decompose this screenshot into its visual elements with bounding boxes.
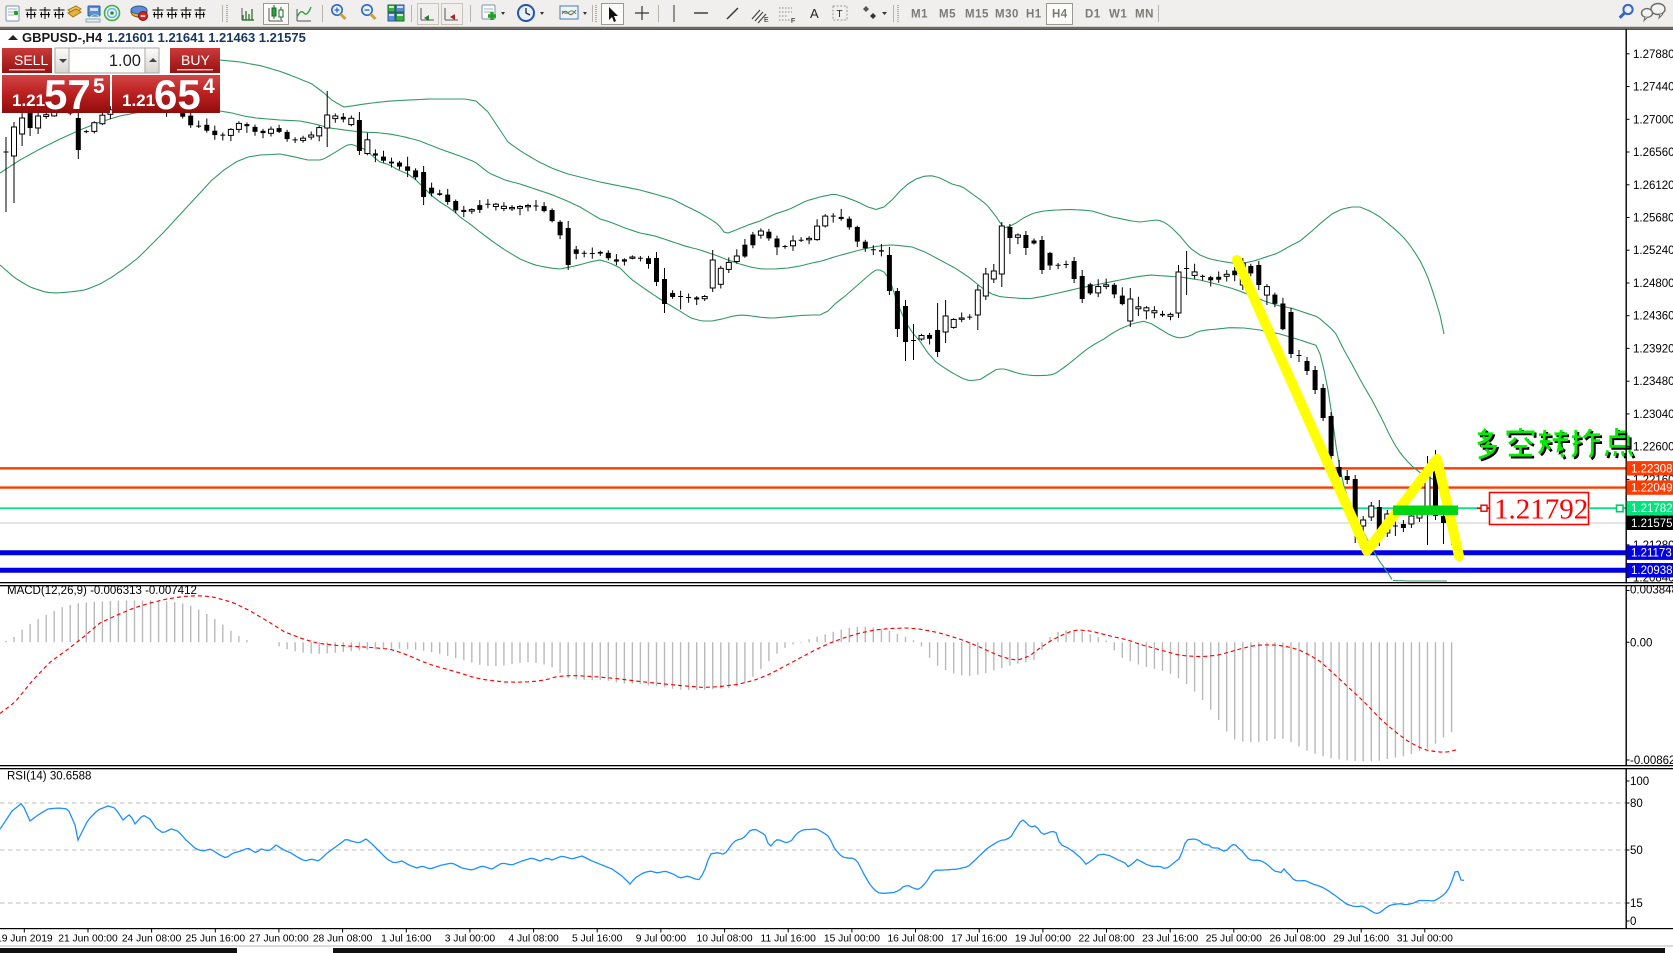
svg-text:4 Jul 08:00: 4 Jul 08:00 bbox=[508, 933, 559, 944]
svg-text:1.21: 1.21 bbox=[122, 91, 155, 110]
svg-text:1.21782: 1.21782 bbox=[1631, 503, 1673, 515]
svg-text:1.21: 1.21 bbox=[12, 91, 45, 110]
svg-text:31 Jul 00:00: 31 Jul 00:00 bbox=[1397, 933, 1453, 944]
svg-text:1.21575: 1.21575 bbox=[1631, 518, 1673, 530]
svg-text:0: 0 bbox=[1630, 916, 1636, 928]
svg-text:28 Jun 08:00: 28 Jun 08:00 bbox=[313, 933, 373, 944]
svg-text:1 Jul 16:00: 1 Jul 16:00 bbox=[381, 933, 432, 944]
svg-text:16 Jul 08:00: 16 Jul 08:00 bbox=[887, 933, 943, 944]
svg-text:T: T bbox=[837, 9, 843, 20]
svg-text:15 Jul 00:00: 15 Jul 00:00 bbox=[824, 933, 880, 944]
svg-text:1.22308: 1.22308 bbox=[1631, 463, 1673, 475]
svg-text:5 Jul 16:00: 5 Jul 16:00 bbox=[572, 933, 623, 944]
svg-text:19 Jun 2019: 19 Jun 2019 bbox=[0, 933, 53, 944]
svg-text:11 Jul 16:00: 11 Jul 16:00 bbox=[761, 933, 817, 944]
svg-text:57: 57 bbox=[44, 71, 91, 118]
svg-text:17 Jul 16:00: 17 Jul 16:00 bbox=[951, 933, 1007, 944]
svg-text:1.21792: 1.21792 bbox=[1494, 494, 1588, 526]
svg-text:1.26120: 1.26120 bbox=[1633, 180, 1673, 192]
svg-text:23 Jul 16:00: 23 Jul 16:00 bbox=[1142, 933, 1198, 944]
svg-text:10 Jul 08:00: 10 Jul 08:00 bbox=[697, 933, 753, 944]
svg-text:1.25680: 1.25680 bbox=[1633, 213, 1673, 225]
svg-text:-0.008629: -0.008629 bbox=[1630, 755, 1673, 767]
svg-text:MN: MN bbox=[1135, 9, 1154, 21]
svg-text:W1: W1 bbox=[1109, 9, 1127, 21]
svg-text:22 Jul 08:00: 22 Jul 08:00 bbox=[1078, 933, 1134, 944]
svg-text:1.23920: 1.23920 bbox=[1633, 343, 1673, 355]
svg-text:1.21601 1.21641 1.21463 1.2157: 1.21601 1.21641 1.21463 1.21575 bbox=[107, 30, 306, 45]
svg-text:SELL: SELL bbox=[14, 52, 48, 68]
svg-text:1.26560: 1.26560 bbox=[1633, 147, 1673, 159]
svg-text:H4: H4 bbox=[1052, 9, 1068, 21]
svg-text:H1: H1 bbox=[1026, 9, 1042, 21]
svg-text:21 Jun 00:00: 21 Jun 00:00 bbox=[58, 933, 118, 944]
svg-text:1.27880: 1.27880 bbox=[1633, 49, 1673, 61]
svg-text:3 Jul 00:00: 3 Jul 00:00 bbox=[445, 933, 496, 944]
svg-text:E: E bbox=[764, 17, 769, 24]
svg-text:1.24360: 1.24360 bbox=[1633, 311, 1673, 323]
svg-text:29 Jul 16:00: 29 Jul 16:00 bbox=[1333, 933, 1389, 944]
svg-text:A: A bbox=[810, 6, 819, 21]
svg-text:F: F bbox=[791, 18, 795, 25]
svg-text:M1: M1 bbox=[911, 9, 928, 21]
svg-text:1.22049: 1.22049 bbox=[1631, 483, 1673, 495]
svg-text:26 Jul 08:00: 26 Jul 08:00 bbox=[1269, 933, 1325, 944]
svg-text:M5: M5 bbox=[939, 9, 956, 21]
svg-text:25 Jul 00:00: 25 Jul 00:00 bbox=[1206, 933, 1262, 944]
svg-text:1.25240: 1.25240 bbox=[1633, 245, 1673, 257]
svg-text:0.003848: 0.003848 bbox=[1630, 585, 1673, 597]
svg-text:27 Jun 00:00: 27 Jun 00:00 bbox=[249, 933, 309, 944]
svg-text:D1: D1 bbox=[1085, 9, 1101, 21]
svg-text:5: 5 bbox=[93, 75, 105, 98]
svg-text:19 Jul 00:00: 19 Jul 00:00 bbox=[1015, 933, 1071, 944]
svg-text:M15: M15 bbox=[965, 9, 989, 21]
svg-text:1.21173: 1.21173 bbox=[1631, 548, 1672, 560]
svg-text:25 Jun 16:00: 25 Jun 16:00 bbox=[186, 933, 246, 944]
svg-text:9 Jul 00:00: 9 Jul 00:00 bbox=[636, 933, 687, 944]
svg-text:1.20938: 1.20938 bbox=[1631, 565, 1673, 577]
svg-text:1.24800: 1.24800 bbox=[1633, 278, 1673, 290]
svg-text:15: 15 bbox=[1630, 898, 1643, 910]
svg-text:GBPUSD-,H4: GBPUSD-,H4 bbox=[22, 30, 103, 45]
svg-text:M30: M30 bbox=[995, 9, 1019, 21]
svg-text:MACD(12,26,9) -0.006313 -0.007: MACD(12,26,9) -0.006313 -0.007412 bbox=[7, 585, 197, 597]
svg-text:24 Jun 08:00: 24 Jun 08:00 bbox=[122, 933, 182, 944]
svg-text:1.22600: 1.22600 bbox=[1633, 442, 1673, 454]
svg-text:4: 4 bbox=[203, 75, 215, 98]
svg-text:RSI(14) 30.6588: RSI(14) 30.6588 bbox=[7, 771, 91, 783]
svg-text:65: 65 bbox=[154, 71, 201, 118]
svg-text:BUY: BUY bbox=[181, 52, 210, 68]
svg-text:100: 100 bbox=[1630, 776, 1649, 788]
svg-text:0.00: 0.00 bbox=[1630, 637, 1652, 649]
svg-text:80: 80 bbox=[1630, 798, 1643, 810]
svg-text:50: 50 bbox=[1630, 845, 1643, 857]
svg-text:1.23480: 1.23480 bbox=[1633, 376, 1673, 388]
svg-text:1.23040: 1.23040 bbox=[1633, 409, 1673, 421]
svg-text:1.27440: 1.27440 bbox=[1633, 82, 1673, 94]
svg-text:1.27000: 1.27000 bbox=[1633, 114, 1673, 126]
svg-text:1.00: 1.00 bbox=[109, 52, 141, 70]
